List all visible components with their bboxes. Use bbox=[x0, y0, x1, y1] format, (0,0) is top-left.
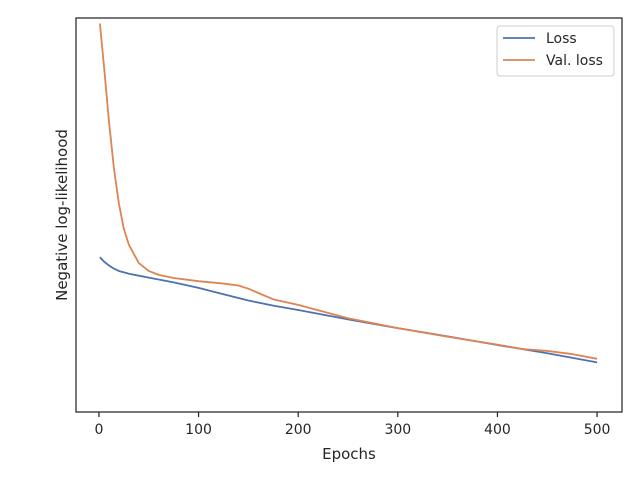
x-tick-label: 100 bbox=[185, 422, 212, 438]
x-tick-label: 300 bbox=[384, 422, 411, 438]
plot-background bbox=[76, 18, 622, 412]
y-axis-label: Negative log-likelihood bbox=[53, 129, 71, 301]
plot-frame bbox=[75, 17, 623, 413]
x-tick-label: 200 bbox=[285, 422, 312, 438]
x-tick-label: 400 bbox=[484, 422, 511, 438]
x-tick-label: 500 bbox=[584, 422, 611, 438]
legend-label-val-loss: Val. loss bbox=[546, 53, 603, 69]
series-line-val-loss bbox=[99, 23, 598, 360]
x-tick-label: 0 bbox=[94, 422, 103, 438]
series-layer bbox=[99, 23, 598, 364]
x-axis-label: Epochs bbox=[322, 445, 376, 463]
legend-label-loss: Loss bbox=[546, 31, 577, 47]
legend: Loss Val. loss bbox=[496, 25, 615, 77]
x-axis-ticks: 0 100 200 300 400 500 bbox=[94, 412, 610, 438]
